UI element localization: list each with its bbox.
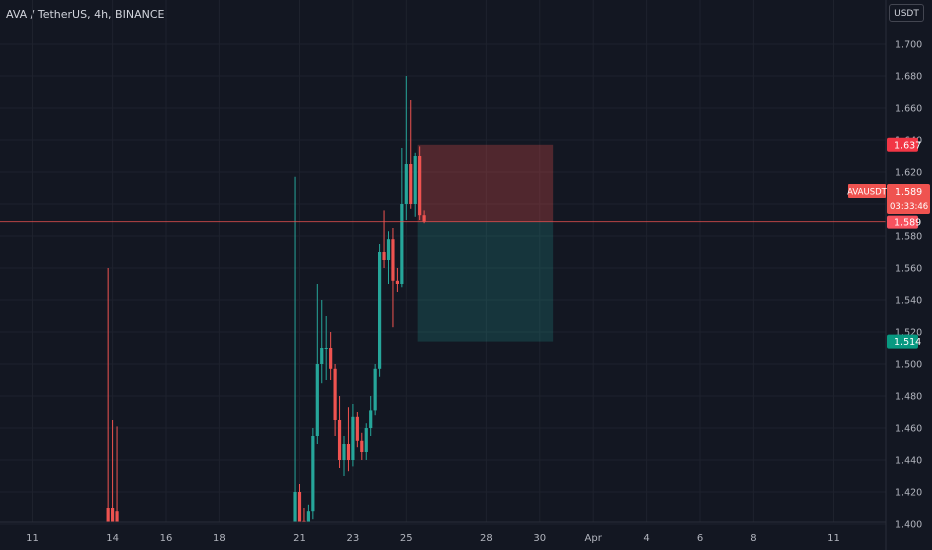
candle-body (302, 520, 306, 522)
price-axis[interactable]: 1.400 1.420 1.440 1.460 1.480 1.500 1.520 1.540… (885, 0, 922, 550)
time-tick-label: 21 (293, 533, 306, 544)
target-price-label: 1.514 (894, 337, 921, 348)
candle-body (355, 416, 359, 441)
candle-body (306, 511, 310, 522)
candle-body (369, 410, 373, 428)
ticker-badge: AVAUSDT (847, 188, 888, 198)
candle-body (378, 252, 382, 369)
last-price-value: 1.589 (895, 187, 922, 198)
price-tick-label: 1.420 (895, 488, 922, 499)
candle-body (333, 368, 337, 420)
candle-body (293, 492, 297, 522)
stop-price-label-background (887, 137, 918, 152)
time-tick-label: Apr (585, 533, 603, 544)
time-tick-label: 6 (697, 533, 703, 544)
candle-body (297, 492, 302, 522)
time-tick-label: 4 (643, 533, 649, 544)
price-tick-label: 1.460 (895, 424, 922, 435)
price-tick-label: 1.480 (895, 392, 922, 403)
candle-body (111, 508, 115, 522)
take-profit-zone (417, 221, 554, 342)
candle-body (395, 280, 399, 284)
candle-body (386, 239, 391, 260)
price-tick-label: 1.500 (895, 360, 922, 371)
stop-loss-zone (417, 144, 554, 222)
price-tick-label: 1.400 (895, 520, 922, 531)
time-tick-label: 16 (160, 533, 173, 544)
price-tick-label: 1.620 (895, 168, 922, 179)
time-tick-label: 11 (26, 533, 39, 544)
time-tick-label: 14 (106, 533, 119, 544)
symbol-title[interactable]: AVA / TetherUS, 4h, BINANCE (6, 8, 165, 21)
price-tick-label: 1.700 (895, 40, 922, 51)
candle-body (346, 444, 351, 460)
candle-body (115, 511, 119, 522)
candle-body (351, 416, 355, 460)
candle-body (360, 440, 364, 452)
candle-body (106, 508, 110, 522)
price-tick-label: 1.540 (895, 296, 922, 307)
candle-body (364, 428, 368, 452)
target-price-label-background (887, 334, 918, 349)
candle-body (422, 215, 426, 222)
candle-body (391, 239, 395, 281)
time-axis[interactable]: 11 14 16 18 21 23 25 28 30 Apr 4 6 8 11 (0, 521, 886, 544)
candlestick-series (106, 76, 426, 522)
time-tick-label: 18 (213, 533, 226, 544)
entry-price-label: 1.589 (894, 218, 921, 229)
price-tick-label: 1.580 (895, 232, 922, 243)
candle-body (373, 368, 377, 411)
time-tick-label: 25 (400, 533, 413, 544)
candle-body (413, 156, 417, 204)
time-tick-label: 8 (750, 533, 756, 544)
time-tick-label: 30 (533, 533, 546, 544)
candle-body (409, 164, 413, 204)
price-tick-label: 1.680 (895, 72, 922, 83)
entry-price-label-background (887, 215, 918, 229)
price-tick-label: 1.560 (895, 264, 922, 275)
price-tick-label: 1.520 (895, 328, 922, 339)
time-tick-label: 28 (480, 533, 493, 544)
price-axis-labels: 1.637 1.514 AVAUSDT 1.589 03:33:46 1.589 (847, 137, 930, 349)
candle-body (315, 364, 319, 436)
candle-body (400, 204, 404, 284)
price-tick-label: 1.660 (895, 104, 922, 115)
chart-grid (0, 0, 886, 525)
stop-price-label: 1.637 (894, 140, 921, 151)
time-tick-label: 23 (347, 533, 360, 544)
short-position-tool[interactable] (417, 144, 554, 342)
candle-body (329, 348, 333, 369)
currency-unit-button[interactable]: USDT (889, 4, 924, 22)
ticker-badge-background (848, 184, 886, 198)
candle-body (418, 156, 422, 216)
last-price-block (887, 184, 930, 214)
candle-body (337, 420, 342, 460)
candle-body (342, 444, 346, 460)
candle-body (382, 252, 386, 260)
candle-body (311, 436, 315, 512)
time-tick-label: 11 (827, 533, 840, 544)
price-tick-label: 1.440 (895, 456, 922, 467)
candle-body (324, 348, 328, 349)
candle-body (320, 348, 324, 364)
bar-countdown: 03:33:46 (890, 202, 928, 212)
candle-body (404, 164, 408, 204)
